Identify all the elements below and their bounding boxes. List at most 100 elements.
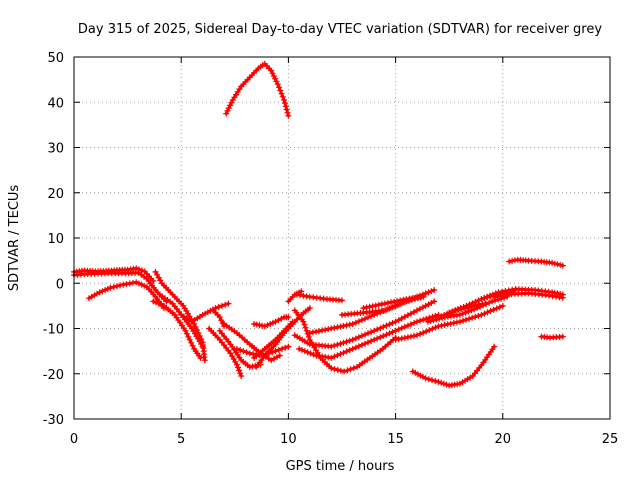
- data-point: [263, 354, 266, 357]
- data-point: [465, 304, 468, 307]
- data-point: [287, 114, 290, 117]
- data-point: [154, 289, 157, 291]
- x-tick-label: 15: [387, 432, 404, 447]
- data-point: [270, 359, 273, 362]
- y-tick-label: 30: [47, 142, 64, 157]
- plus-markers: [253, 305, 313, 370]
- data-point: [208, 327, 211, 330]
- data-point: [368, 356, 371, 359]
- data-point: [223, 323, 226, 325]
- data-point: [184, 329, 187, 332]
- data-point: [235, 347, 238, 350]
- data-series-4: [152, 268, 208, 364]
- data-point: [510, 293, 513, 296]
- data-point: [330, 356, 333, 359]
- data-series-20: [291, 298, 438, 350]
- data-point: [383, 309, 386, 312]
- data-point: [115, 269, 118, 272]
- data-point: [437, 380, 440, 383]
- data-point: [343, 370, 346, 373]
- data-point: [437, 316, 440, 319]
- data-point: [373, 329, 376, 332]
- plus-markers: [538, 333, 566, 341]
- data-point: [201, 345, 204, 348]
- data-point: [315, 354, 318, 357]
- data-point: [287, 345, 290, 348]
- data-point: [154, 295, 157, 298]
- data-point: [107, 272, 110, 275]
- data-point: [248, 366, 251, 368]
- data-point: [240, 375, 243, 377]
- data-point: [193, 323, 196, 325]
- data-point: [362, 307, 365, 310]
- data-point: [448, 384, 451, 387]
- data-series-33: [223, 60, 292, 119]
- data-point: [199, 356, 202, 359]
- data-point: [218, 329, 221, 332]
- data-point: [326, 298, 328, 301]
- data-point: [491, 300, 494, 303]
- data-point: [160, 282, 163, 285]
- data-point: [458, 382, 461, 385]
- data-point: [373, 338, 376, 341]
- data-point: [561, 335, 564, 338]
- data-point: [255, 366, 258, 368]
- x-tick-label: 5: [177, 432, 185, 447]
- data-point: [253, 323, 256, 325]
- data-point: [296, 293, 298, 296]
- data-point: [426, 320, 429, 323]
- data-point: [124, 272, 127, 275]
- data-point: [173, 313, 176, 316]
- data-point: [448, 311, 451, 314]
- data-point: [283, 332, 286, 334]
- data-point: [276, 83, 279, 86]
- data-point: [214, 307, 217, 310]
- data-point: [248, 352, 251, 355]
- data-point: [351, 338, 354, 341]
- data-point: [248, 76, 251, 79]
- data-point: [90, 272, 93, 275]
- data-point: [308, 343, 311, 346]
- data-point: [527, 259, 530, 262]
- plot-frame: [73, 56, 611, 420]
- data-point: [493, 295, 496, 298]
- data-point: [341, 299, 343, 302]
- data-point: [302, 320, 305, 323]
- data-point: [231, 99, 234, 101]
- data-point: [190, 327, 193, 330]
- data-point: [433, 289, 436, 291]
- data-point: [351, 323, 354, 325]
- data-point: [330, 367, 333, 370]
- data-point: [240, 85, 243, 88]
- y-tick-label: 0: [56, 277, 64, 292]
- data-point: [381, 347, 384, 350]
- data-point: [253, 356, 256, 359]
- data-point: [394, 338, 397, 341]
- data-point: [229, 343, 232, 346]
- data-series-5: [150, 298, 204, 361]
- data-point: [218, 316, 221, 319]
- data-point: [88, 297, 90, 300]
- data-series-14: [253, 305, 313, 370]
- data-point: [362, 311, 365, 314]
- chart-title: Day 315 of 2025, Sidereal Day-to-day VTE…: [78, 22, 602, 37]
- data-point: [561, 296, 564, 299]
- data-point: [287, 316, 290, 319]
- data-point: [145, 285, 148, 288]
- data-point: [274, 350, 277, 353]
- data-point: [212, 309, 215, 312]
- x-tick-label: 20: [495, 432, 512, 447]
- data-point: [458, 313, 461, 316]
- data-point: [551, 291, 554, 294]
- data-point: [330, 327, 333, 330]
- data-point: [263, 347, 266, 350]
- data-point: [416, 320, 418, 323]
- data-point: [383, 302, 386, 305]
- data-point: [229, 352, 232, 355]
- data-point: [308, 338, 311, 341]
- y-tick-label: 10: [47, 232, 64, 247]
- data-point: [527, 292, 530, 295]
- data-point: [508, 260, 511, 263]
- data-point: [274, 320, 277, 323]
- data-point: [394, 329, 397, 332]
